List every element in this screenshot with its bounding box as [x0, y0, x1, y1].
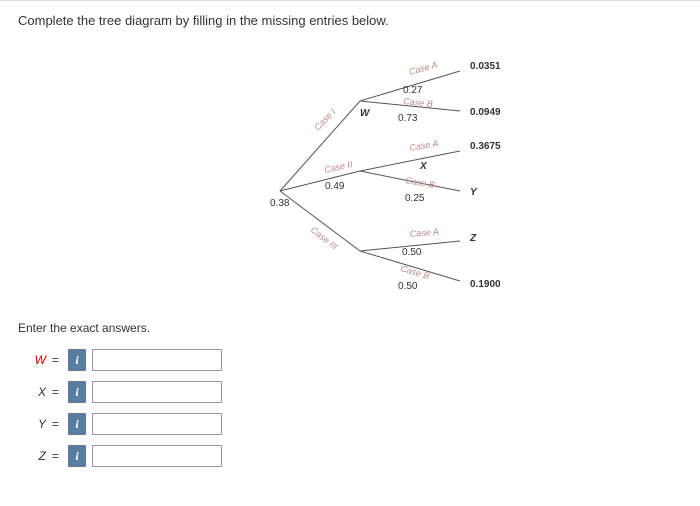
b2b-var: Y: [470, 187, 478, 198]
b3b-label: Case B: [399, 263, 430, 281]
info-icon[interactable]: i: [68, 445, 86, 467]
b2b-prob: 0.25: [405, 193, 425, 204]
branch3-label: Case III: [309, 225, 340, 252]
answer-row-Y: Y = i: [18, 413, 222, 435]
label-Y: Y: [18, 417, 46, 431]
b1a-end: 0.0351: [470, 61, 501, 72]
branch2-prob: 0.49: [325, 181, 345, 192]
b3a-label: Case A: [409, 226, 439, 239]
b1b-prob: 0.73: [398, 113, 418, 124]
b3a-prob: 0.50: [402, 247, 422, 258]
answer-row-Z: Z = i: [18, 445, 222, 467]
answer-row-X: X = i: [18, 381, 222, 403]
label-Z: Z: [18, 449, 46, 463]
b3a-var: Z: [469, 233, 477, 244]
b3b-end: 0.1900: [470, 279, 501, 290]
answers-header: Enter the exact answers.: [18, 321, 222, 335]
info-icon[interactable]: i: [68, 413, 86, 435]
branch1-var: W: [360, 108, 371, 119]
b1a-prob: 0.27: [403, 85, 423, 96]
label-W: W: [18, 353, 46, 367]
b2a-var: X: [419, 161, 428, 172]
b1b-label: Case B: [403, 96, 433, 109]
input-X[interactable]: [92, 381, 222, 403]
b1b-end: 0.0949: [470, 107, 501, 118]
b2b-label: Case B: [405, 175, 436, 190]
input-Y[interactable]: [92, 413, 222, 435]
input-W[interactable]: [92, 349, 222, 371]
b2a-label: Case A: [409, 138, 439, 153]
b3b-prob: 0.50: [398, 281, 418, 292]
answer-row-W: W = i: [18, 349, 222, 371]
answers-section: Enter the exact answers. W = i X = i Y =…: [18, 321, 222, 477]
tree-diagram: Case I W Case II 0.49 Case III 0.38 Case…: [270, 31, 620, 311]
root-value: 0.38: [270, 198, 290, 209]
branch2-label: Case II: [323, 159, 353, 175]
branch1-label: Case I: [312, 106, 338, 132]
b1a-label: Case A: [408, 59, 439, 77]
info-icon[interactable]: i: [68, 349, 86, 371]
input-Z[interactable]: [92, 445, 222, 467]
label-X: X: [18, 385, 46, 399]
info-icon[interactable]: i: [68, 381, 86, 403]
b2a-end: 0.3675: [470, 141, 501, 152]
